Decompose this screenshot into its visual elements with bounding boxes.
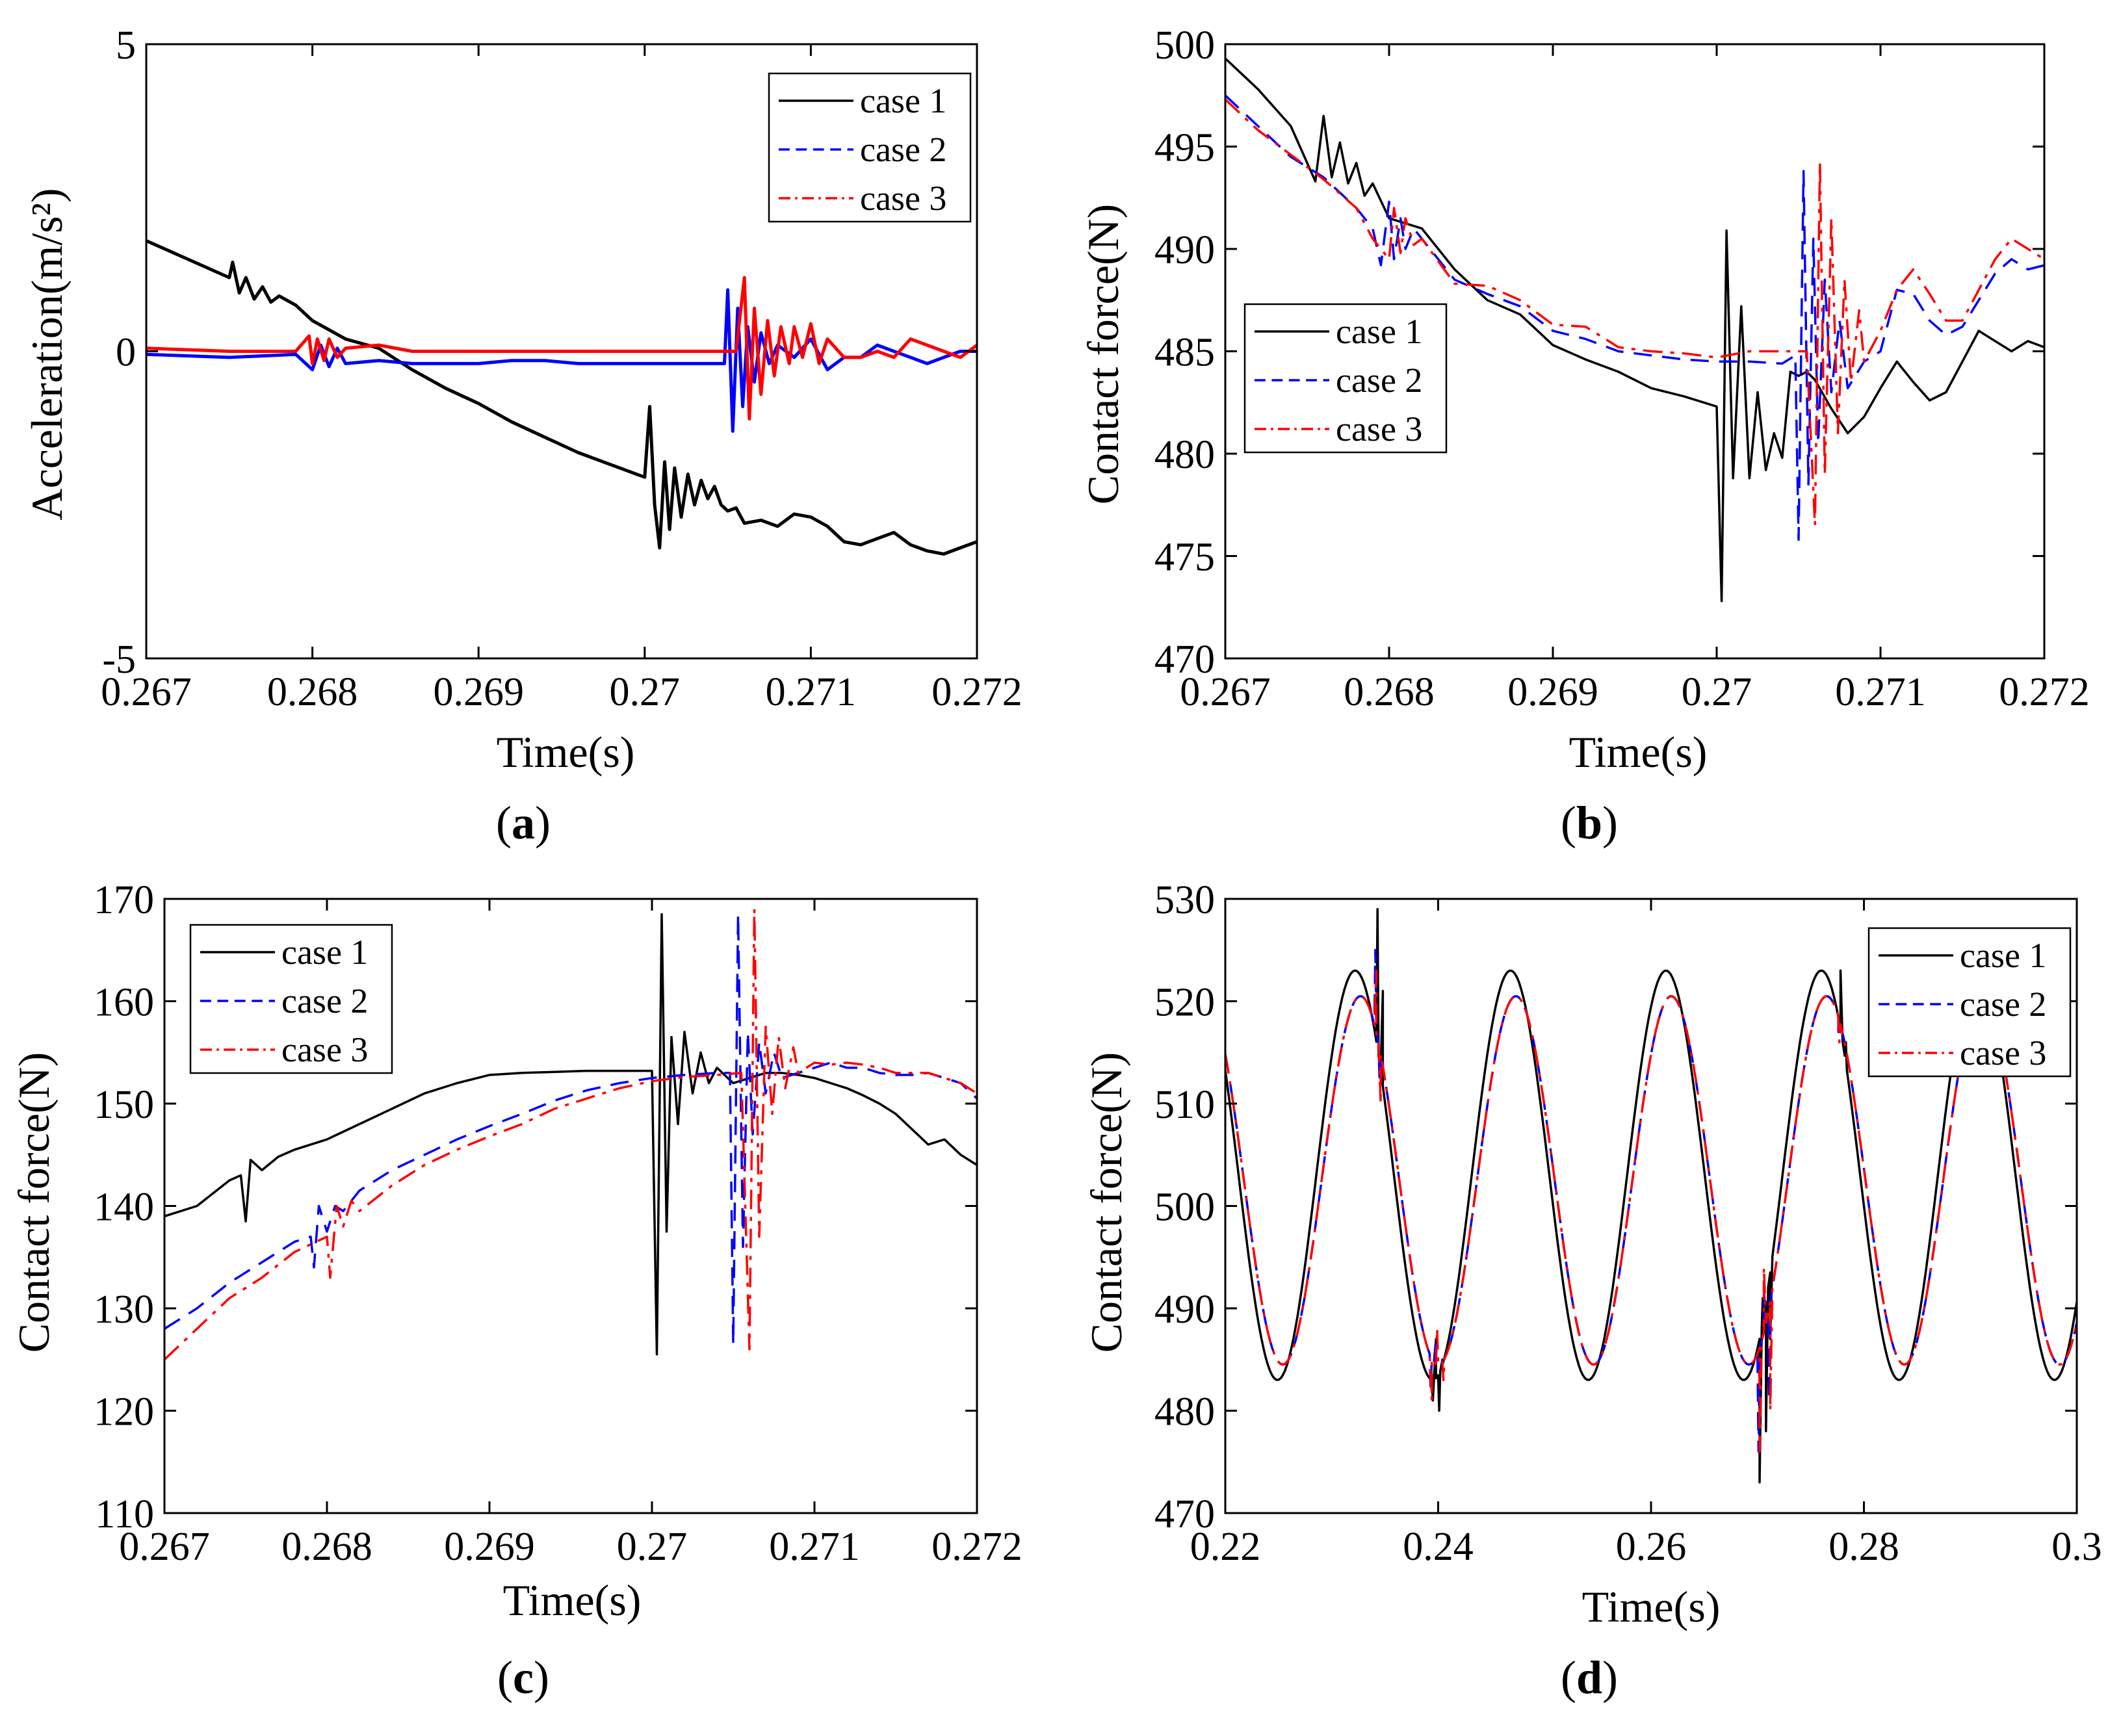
y-tick-label: 500 bbox=[1154, 1185, 1215, 1230]
legend: case 1 case 2 case 3 bbox=[1867, 927, 2072, 1078]
x-axis-label: Time(s) bbox=[1569, 727, 1708, 777]
x-tick-label: 0.272 bbox=[931, 670, 1022, 714]
series-line-case-1 bbox=[1225, 57, 2044, 602]
panel-a: 0.267 0.268 0.269 0.27 0.271 0.272 -5 0 5 Time(s)… bbox=[22, 23, 1022, 849]
legend-label: case 2 bbox=[1336, 361, 1422, 400]
x-tick-label: 0.271 bbox=[766, 670, 857, 714]
legend-box bbox=[1867, 927, 2072, 1078]
y-tick-label: 480 bbox=[1154, 433, 1215, 477]
y-tick-label: 520 bbox=[1154, 981, 1215, 1025]
y-tick-label: 160 bbox=[94, 981, 154, 1025]
x-tick-label: 0.27 bbox=[610, 670, 681, 714]
x-tick-label: 0.268 bbox=[281, 1525, 372, 1569]
legend-label: case 2 bbox=[860, 130, 946, 169]
y-tick-label: 0 bbox=[116, 331, 136, 375]
x-tick-label: 0.267 bbox=[101, 670, 192, 714]
x-tick-label: 0.269 bbox=[1507, 670, 1598, 714]
series-line-case-2 bbox=[164, 913, 977, 1345]
legend: case 1 case 2 case 3 bbox=[1243, 303, 1448, 454]
legend-box bbox=[768, 72, 972, 223]
panel-caption: (b) bbox=[1561, 797, 1618, 849]
panel-d: 0.22 0.24 0.26 0.28 0.3 470 480 490 500 510 520 530… bbox=[1082, 878, 2102, 1704]
legend: case 1 case 2 case 3 bbox=[189, 924, 393, 1074]
y-tick-label: 120 bbox=[94, 1390, 154, 1434]
x-tick-label: 0.26 bbox=[1616, 1525, 1687, 1569]
x-tick-label: 0.22 bbox=[1190, 1525, 1261, 1569]
y-axis-label: Acceleration(m/s²) bbox=[22, 188, 72, 520]
x-axis-label: Time(s) bbox=[1582, 1582, 1721, 1631]
x-tick-label: 0.27 bbox=[617, 1525, 688, 1569]
legend-label: case 3 bbox=[1960, 1033, 2046, 1072]
series-line-case-1 bbox=[146, 239, 977, 556]
y-tick-label: 490 bbox=[1154, 228, 1215, 272]
legend-label: case 1 bbox=[1960, 936, 2046, 975]
y-tick-label: 475 bbox=[1154, 536, 1215, 580]
y-tick-label: 110 bbox=[95, 1492, 154, 1536]
y-tick-label: 470 bbox=[1154, 1492, 1215, 1536]
x-axis-label: Time(s) bbox=[503, 1575, 642, 1625]
x-tick-label: 0.267 bbox=[1180, 670, 1271, 714]
panel-b: 0.267 0.268 0.269 0.27 0.271 0.272 470 475 480 48… bbox=[1078, 23, 2090, 849]
y-tick-label: 480 bbox=[1154, 1390, 1215, 1434]
series-group bbox=[1225, 57, 2044, 602]
y-axis-label: Contact force(N) bbox=[1078, 204, 1128, 505]
y-axis-label: Contact force(N) bbox=[9, 1052, 59, 1353]
legend-label: case 2 bbox=[281, 981, 368, 1020]
y-tick-label: 500 bbox=[1154, 23, 1215, 68]
x-tick-label: 0.269 bbox=[444, 1525, 535, 1569]
legend-box bbox=[189, 924, 393, 1074]
y-tick-label: 130 bbox=[94, 1288, 154, 1332]
panel-caption: (d) bbox=[1561, 1652, 1618, 1704]
series-group bbox=[164, 908, 977, 1361]
series-line-case-3 bbox=[146, 276, 977, 421]
x-tick-label: 0.28 bbox=[1828, 1525, 1899, 1569]
y-tick-label: 485 bbox=[1154, 331, 1215, 375]
y-tick-label: 530 bbox=[1154, 878, 1215, 922]
y-axis-label: Contact force(N) bbox=[1082, 1052, 1131, 1353]
x-tick-label: 0.269 bbox=[433, 670, 524, 714]
y-tick-label: 150 bbox=[94, 1083, 154, 1127]
legend: case 1 case 2 case 3 bbox=[768, 72, 972, 223]
x-axis-label: Time(s) bbox=[497, 727, 635, 777]
x-tick-label: 0.271 bbox=[769, 1525, 860, 1569]
x-tick-label: 0.268 bbox=[1344, 670, 1435, 714]
series-line-case-2 bbox=[146, 288, 977, 433]
y-tick-label: 5 bbox=[116, 23, 136, 68]
panel-c: 0.267 0.268 0.269 0.27 0.271 0.272 110 120 130 14… bbox=[9, 878, 1022, 1704]
y-tick-label: 490 bbox=[1154, 1288, 1215, 1332]
x-tick-label: 0.272 bbox=[931, 1525, 1022, 1569]
y-tick-label: 170 bbox=[94, 878, 154, 922]
series-line-case-3 bbox=[1225, 98, 2044, 527]
panel-caption: (c) bbox=[497, 1652, 549, 1704]
series-group bbox=[1225, 908, 2077, 1484]
series-line-case-1 bbox=[164, 913, 977, 1356]
series-group bbox=[146, 239, 977, 556]
legend-label: case 1 bbox=[281, 933, 368, 972]
x-tick-label: 0.268 bbox=[267, 670, 358, 714]
y-tick-label: 510 bbox=[1154, 1083, 1215, 1127]
legend-label: case 1 bbox=[1336, 312, 1422, 351]
y-tick-label: 470 bbox=[1154, 638, 1215, 682]
legend-label: case 3 bbox=[1336, 409, 1422, 448]
x-tick-label: 0.271 bbox=[1835, 670, 1926, 714]
legend-label: case 1 bbox=[860, 81, 946, 120]
panel-caption: (a) bbox=[496, 797, 551, 849]
y-tick-label: -5 bbox=[102, 638, 136, 682]
y-tick-label: 140 bbox=[94, 1185, 154, 1230]
series-line-case-3 bbox=[1225, 969, 2077, 1453]
x-tick-label: 0.24 bbox=[1403, 1525, 1474, 1569]
y-tick-label: 495 bbox=[1154, 126, 1215, 170]
series-line-case-3 bbox=[164, 908, 977, 1361]
x-tick-label: 0.3 bbox=[2051, 1525, 2102, 1569]
legend-label: case 3 bbox=[281, 1030, 368, 1069]
series-line-case-2 bbox=[1225, 94, 2044, 541]
legend-label: case 3 bbox=[860, 179, 946, 218]
x-tick-label: 0.272 bbox=[1999, 670, 2090, 714]
x-tick-label: 0.267 bbox=[119, 1525, 210, 1569]
legend-box bbox=[1243, 303, 1448, 454]
x-tick-label: 0.27 bbox=[1682, 670, 1752, 714]
legend-label: case 2 bbox=[1960, 985, 2046, 1024]
